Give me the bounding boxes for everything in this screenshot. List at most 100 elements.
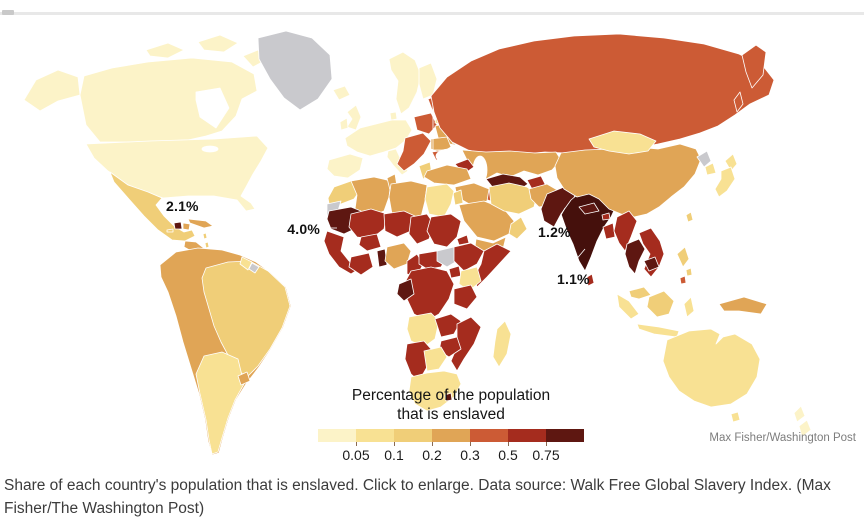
black-sea [435, 148, 465, 164]
country-iceland [332, 85, 351, 101]
legend-tick [356, 442, 357, 446]
country-bhutan [601, 212, 611, 221]
country-uk [346, 104, 362, 131]
world-slavery-map[interactable]: 2.1% 4.0% 1.2% 1.1% Percentage of the po… [0, 0, 864, 468]
country-thailand [624, 238, 646, 275]
region-eritrea-djibouti [456, 234, 470, 246]
legend-label-0.2: 0.2 [422, 447, 442, 463]
lesser-antilles-2 [204, 241, 210, 249]
progress-marker [2, 10, 14, 15]
legend-swatch-7 [546, 429, 584, 442]
legend-tick [470, 442, 471, 446]
country-ireland [339, 117, 349, 131]
legend-swatch-6 [508, 429, 546, 442]
legend-swatch-1 [318, 429, 356, 442]
region-togo-benin [376, 248, 388, 268]
region-argentina-chile [195, 351, 245, 455]
legend-swatch-5 [470, 429, 508, 442]
island-java [636, 323, 680, 338]
legend-tick [394, 442, 395, 446]
country-nepal [578, 202, 600, 215]
legend-tick [508, 442, 509, 446]
island-sumatra [616, 293, 640, 320]
country-greenland [257, 30, 333, 111]
region-scandinavia [388, 51, 422, 115]
country-sudan [426, 213, 462, 248]
region-central-europe-balkans [396, 132, 432, 172]
country-mongolia [588, 130, 657, 155]
country-taiwan [685, 211, 694, 223]
progress-track [0, 12, 864, 15]
lesser-antilles [202, 232, 208, 240]
country-alaska [23, 69, 81, 112]
country-botswana [423, 346, 448, 372]
country-egypt [424, 183, 455, 218]
region-iberia [326, 153, 364, 179]
country-sri-lanka [586, 273, 595, 287]
legend-label-0.3: 0.3 [460, 447, 480, 463]
country-japan-main [714, 166, 736, 198]
annotation-haiti: 2.1% [166, 198, 199, 214]
country-south-korea [704, 162, 717, 176]
map-legend: Percentage of the population that is ens… [316, 386, 586, 463]
island-tasmania [730, 411, 741, 423]
legend-label-0.05: 0.05 [342, 447, 370, 463]
country-guyana [239, 256, 253, 271]
world-map-svg [23, 30, 812, 456]
country-australia [662, 328, 761, 408]
philippines-island-3 [679, 275, 687, 285]
region-kamchatka [741, 44, 767, 89]
country-mexico [109, 171, 196, 242]
legend-label-0.5: 0.5 [498, 447, 518, 463]
legend-title-line-1: Percentage of the population [351, 387, 551, 404]
great-lakes [201, 145, 219, 153]
island-new-guinea [718, 296, 768, 315]
annotation-india: 1.1% [557, 271, 590, 287]
country-suriname [248, 262, 260, 274]
arctic-island-2 [197, 34, 239, 53]
map-attribution: Max Fisher/Washington Post [709, 432, 856, 444]
country-tanzania [453, 284, 478, 310]
legend-tick [546, 442, 547, 446]
region-ghana-ivory-coast [348, 252, 374, 276]
country-new-zealand-south [798, 419, 812, 438]
legend-swatch-2 [356, 429, 394, 442]
country-madagascar [492, 320, 512, 368]
legend-threshold-labels: 0.05 0.1 0.2 0.3 0.5 0.75 [318, 447, 584, 463]
country-uganda [448, 265, 462, 279]
island-sulawesi [683, 296, 695, 318]
annotation-mauritania: 4.0% [287, 221, 320, 237]
country-north-korea [696, 150, 712, 168]
hudson-bay [195, 87, 230, 129]
legend-swatch-4 [432, 429, 470, 442]
annotation-pakistan: 1.2% [538, 224, 571, 240]
country-denmark [389, 111, 398, 121]
country-south-sudan [436, 246, 458, 268]
country-brazil [201, 260, 291, 378]
region-israel-jordan [452, 189, 464, 206]
country-bangladesh [602, 222, 616, 240]
country-philippines [676, 246, 690, 268]
arctic-island-1 [145, 42, 185, 59]
country-jamaica [166, 228, 174, 233]
country-poland [413, 112, 438, 135]
country-dominican-republic [182, 222, 191, 231]
legend-ticks [318, 442, 584, 447]
image-caption: Share of each country's population that … [4, 477, 831, 517]
country-oman [508, 216, 528, 240]
caspian-sea [472, 155, 488, 185]
annotation-line-pakistan [555, 207, 566, 225]
legend-label-0.1: 0.1 [384, 447, 404, 463]
country-canada [79, 57, 258, 143]
country-ethiopia [453, 242, 485, 272]
legend-color-bar [318, 429, 584, 442]
country-cambodia [643, 256, 660, 272]
country-somalia [473, 243, 512, 288]
annotation-line-india [568, 248, 586, 269]
country-mali [348, 208, 388, 240]
country-angola [406, 312, 440, 348]
country-lesotho [444, 392, 453, 402]
country-algeria [350, 176, 392, 218]
country-chad [408, 213, 435, 245]
